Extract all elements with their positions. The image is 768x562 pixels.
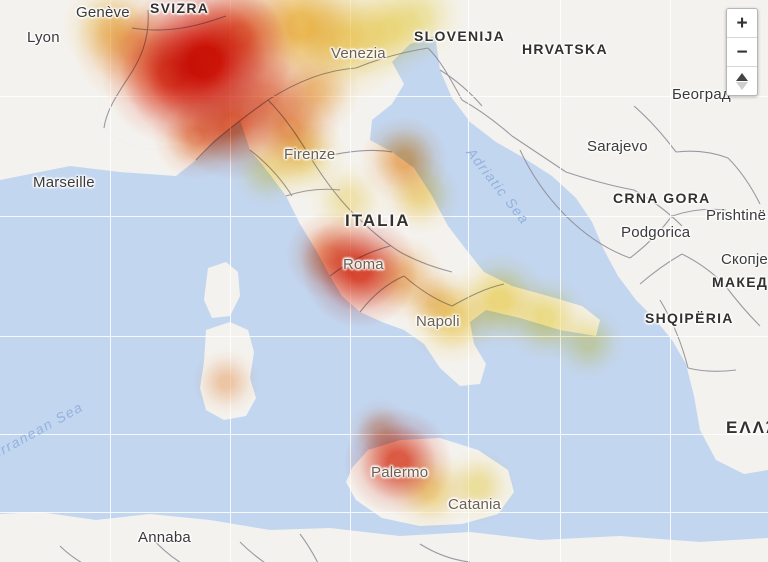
city-label: Marseille xyxy=(33,174,95,191)
city-label: Roma xyxy=(343,256,384,273)
country-label: HRVATSKA xyxy=(522,41,608,57)
heat-blob xyxy=(348,398,412,462)
compass-reset-button[interactable] xyxy=(727,67,757,95)
country-label: CRNA GORA xyxy=(613,190,711,206)
country-label: SVIZRA xyxy=(150,0,210,16)
city-label: Podgorica xyxy=(621,224,691,241)
city-label: Palermo xyxy=(371,464,429,481)
heat-blob xyxy=(176,68,288,180)
country-label: SHQIPËRIA xyxy=(645,310,734,326)
graticule-line xyxy=(0,336,768,337)
zoom-out-button[interactable]: − xyxy=(727,38,757,67)
heat-blob xyxy=(119,0,291,148)
heat-blob xyxy=(360,116,448,204)
heat-blob xyxy=(550,304,626,380)
city-label: Београд xyxy=(672,86,731,103)
country-label: SLOVENIJA xyxy=(414,28,506,44)
plus-icon: + xyxy=(736,12,748,34)
country-label: ΕΛΛΆΔΑ xyxy=(726,418,768,437)
heat-blob xyxy=(240,78,340,178)
heat-blob xyxy=(152,92,240,180)
country-label: ITALIA xyxy=(345,211,411,230)
city-label: Genève xyxy=(76,4,130,21)
graticule-line xyxy=(230,0,231,562)
heat-blob xyxy=(192,348,260,416)
graticule-line xyxy=(670,0,671,562)
zoom-in-button[interactable]: + xyxy=(727,9,757,38)
city-label: Sarajevo xyxy=(587,138,648,155)
compass-north-icon xyxy=(736,72,748,90)
heat-blob xyxy=(102,4,242,144)
heat-blob xyxy=(388,448,472,532)
city-label: Prishtinë xyxy=(706,207,767,224)
city-label: Скопје xyxy=(721,251,768,268)
city-label: Firenze xyxy=(284,146,336,163)
heat-blob xyxy=(358,234,446,322)
minus-icon: − xyxy=(736,41,748,63)
graticule-line xyxy=(110,0,111,562)
city-label: Venezia xyxy=(331,45,386,62)
heat-blob xyxy=(502,274,590,362)
city-label: Annaba xyxy=(138,529,191,546)
city-label: Napoli xyxy=(416,313,460,330)
heat-blob xyxy=(214,41,322,149)
map-zoom-control[interactable]: + − xyxy=(726,8,758,96)
city-label: Lyon xyxy=(27,29,60,46)
city-label: Catania xyxy=(448,496,502,513)
country-label: МАКЕДОНИЈА xyxy=(712,274,768,290)
heat-blob xyxy=(452,252,548,348)
heat-blob xyxy=(344,408,452,516)
heat-blob xyxy=(230,132,306,208)
